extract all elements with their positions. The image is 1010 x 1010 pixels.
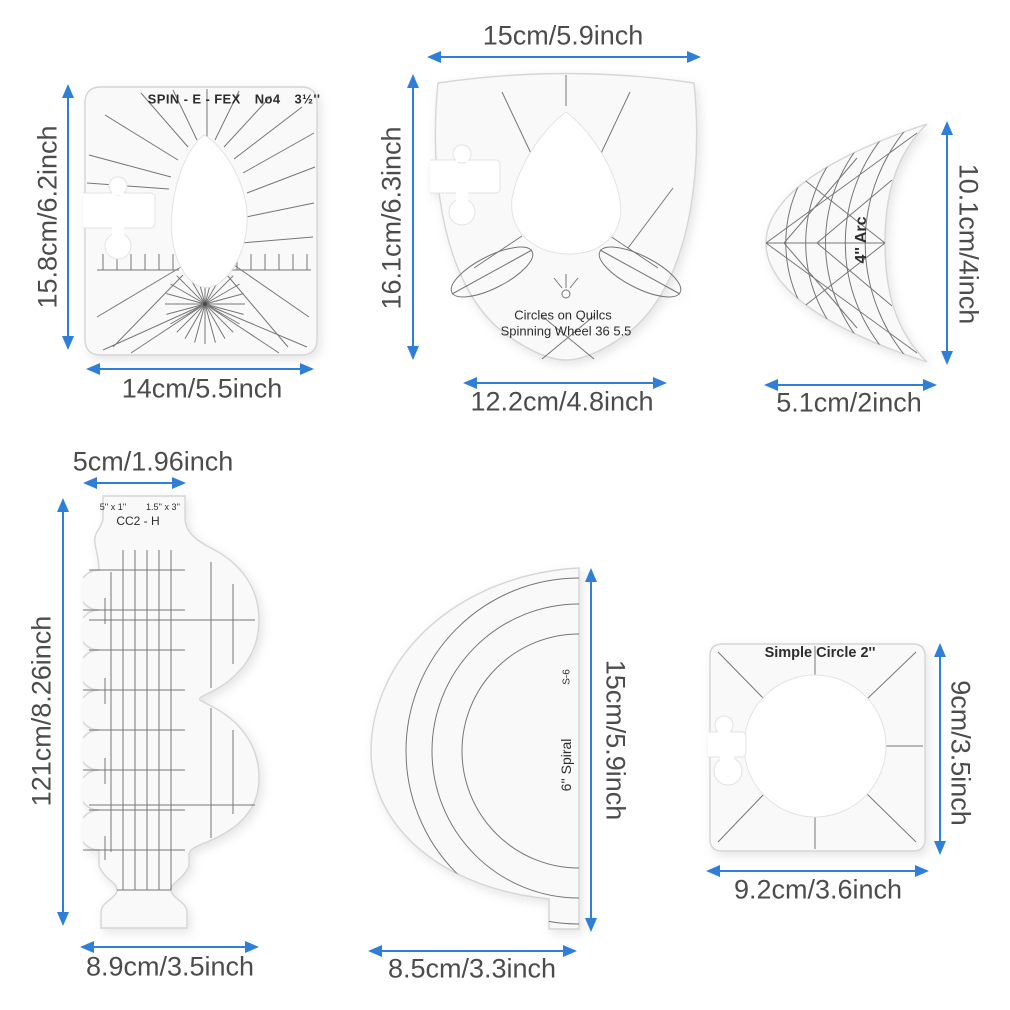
spin-e-fex-model: No4	[254, 91, 281, 107]
cc2-h-code: CC2 - H	[116, 514, 160, 528]
dim-arrow-right-simple-circle	[934, 643, 946, 855]
dim-label-bottom-cc2-h: 8.9cm/3.5inch	[85, 951, 255, 982]
spin-e-fex-title: SPIN - E - FEX No4 3½''	[148, 92, 321, 107]
arc-template-shape	[765, 123, 928, 363]
arc-pattern-lines	[766, 124, 927, 362]
dim-arrow-left-spin-e-fex	[62, 84, 74, 350]
spiral-code: S-6	[561, 669, 573, 685]
simple-circle-template-shape	[708, 643, 926, 852]
spin-e-fex-template-shape	[83, 86, 318, 356]
puzzle-notch	[708, 715, 747, 786]
dim-label-bottom-spiral: 8.5cm/3.3inch	[387, 953, 557, 984]
arc-label: 4'' Arc	[853, 216, 870, 264]
dim-arrow-right-spiral	[585, 568, 597, 932]
dim-arrow-bottom-spinning-wheel	[463, 377, 667, 389]
dim-label-bottom-simple-circle: 9.2cm/3.6inch	[733, 874, 903, 905]
dim-label-left-spinning-wheel: 16.1cm/6.3inch	[376, 126, 407, 310]
circle-cutout	[743, 674, 887, 818]
spinning-wheel-label-line1: Circles on Quilcs	[514, 307, 612, 323]
spinning-wheel-pattern-lines	[450, 75, 682, 360]
dim-label-bottom-arc: 5.1cm/2inch	[776, 387, 922, 418]
spinning-wheel-label-line2: Spinning Wheel 36 5.5	[500, 323, 632, 339]
dim-arrow-top-spinning-wheel	[427, 51, 701, 63]
puzzle-notch	[430, 144, 501, 226]
spinning-wheel-template-shape	[430, 72, 698, 361]
simple-circle-guide-lines	[717, 646, 923, 849]
dim-label-right-arc: 10.1cm/4inch	[953, 163, 984, 325]
spiral-arc-lines	[405, 577, 579, 925]
dim-label-right-spiral: 15cm/5.9inch	[600, 659, 631, 821]
cc2-h-grid-lines	[83, 550, 255, 891]
dim-label-bottom-spin-e-fex: 14cm/5.5inch	[121, 373, 283, 404]
dim-arrow-top-cc2-h	[83, 477, 186, 489]
cc2-h-size-left: 5'' x 1''	[99, 502, 127, 512]
dim-arrow-right-arc	[941, 121, 953, 365]
dim-label-right-simple-circle: 9cm/3.5inch	[945, 680, 976, 826]
cc2-h-template-shape	[83, 495, 260, 929]
dim-arrow-bottom-cc2-h	[80, 941, 259, 953]
dim-label-top-spinning-wheel: 15cm/5.9inch	[482, 20, 644, 51]
dim-arrow-bottom-spiral	[368, 945, 577, 957]
dim-arrow-bottom-simple-circle	[706, 865, 929, 877]
spiral-template-shape	[370, 567, 580, 930]
dim-label-left-spin-e-fex: 15.8cm/6.2inch	[32, 125, 63, 309]
teardrop-cutout	[170, 134, 248, 289]
dim-label-top-cc2-h: 5cm/1.96inch	[72, 446, 234, 477]
dim-arrow-left-spinning-wheel	[407, 74, 419, 360]
dim-label-left-cc2-h: 121cm/8.26inch	[26, 615, 57, 807]
simple-circle-label: Simple Circle 2''	[764, 645, 876, 661]
dim-arrow-bottom-spin-e-fex	[86, 363, 314, 375]
puzzle-notch	[83, 176, 156, 260]
spiral-label: 6'' Spiral	[558, 738, 574, 792]
cc2-h-size-right: 1.5'' x 3''	[146, 502, 180, 512]
teardrop-cutout	[511, 111, 622, 255]
dim-arrow-bottom-arc	[764, 379, 937, 391]
spin-e-fex-brand: SPIN - E - FEX	[147, 91, 241, 107]
dim-label-bottom-spinning-wheel: 12.2cm/4.8inch	[470, 386, 654, 417]
spin-e-fex-size: 3½''	[294, 91, 321, 107]
dim-arrow-left-cc2-h	[57, 498, 69, 926]
